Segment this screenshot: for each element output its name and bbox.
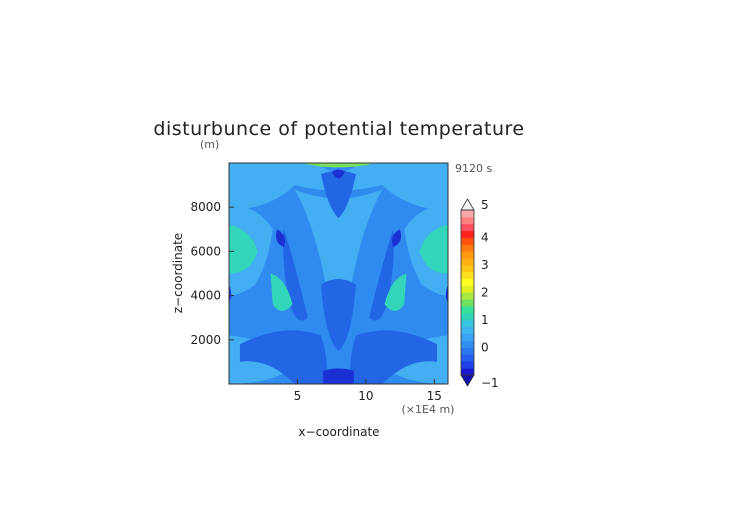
y-tick-label: 2000 [190, 333, 221, 347]
colorbar: −1 0 1 2 3 4 5 [460, 198, 499, 390]
y-tick-label: 4000 [190, 289, 221, 303]
colorbar-tick-label: 1 [481, 313, 489, 327]
colorbar-band [461, 216, 474, 225]
colorbar-frame [460, 209, 475, 376]
y-axis: 2000 4000 6000 8000 [190, 200, 234, 347]
contour-region-3 [294, 189, 383, 307]
colorbar-tick-label: 3 [481, 258, 489, 272]
colorbar-band [461, 292, 474, 300]
contour-region-19 [445, 284, 448, 303]
contour-region-16 [275, 229, 286, 247]
contour-region-14 [270, 273, 293, 312]
plot-area [229, 163, 448, 384]
colorbar-band [461, 333, 474, 341]
contour-region-22 [303, 163, 374, 168]
x-tick-label: 10 [358, 389, 373, 403]
colorbar-band [461, 230, 474, 238]
colorbar-tick-label: −1 [481, 376, 499, 390]
colorbar-band [461, 347, 474, 355]
contour-region-17 [392, 229, 402, 247]
x-tick-label: 5 [294, 389, 302, 403]
colorbar-band [461, 251, 474, 259]
colorbar-under-triangle [460, 374, 475, 387]
contour-region-6 [239, 330, 327, 384]
colorbar-band [461, 210, 474, 218]
contour-region-12 [229, 224, 258, 274]
colorbar-tick-label: 5 [481, 198, 489, 212]
chart-title: disturbunce of potential temperature [153, 118, 524, 140]
colorbar-over-triangle [460, 198, 475, 211]
colorbar-band [461, 361, 474, 369]
colorbar-band [461, 271, 474, 280]
plot-frame [228, 162, 449, 385]
unit-label: (m) [200, 138, 219, 151]
time-label: 9120 s [455, 162, 492, 175]
colorbar-band [461, 237, 474, 245]
x-axis: 5 10 15 [294, 379, 442, 403]
colorbar-band [461, 285, 474, 293]
contour-region-20 [323, 368, 354, 384]
contour-region-18 [229, 284, 232, 303]
y-tick-label: 8000 [190, 200, 221, 214]
colorbar-band [461, 326, 474, 335]
contour-region-11 [321, 170, 356, 219]
colorbar-tick-label: 0 [481, 341, 489, 355]
colorbar-band [461, 258, 474, 266]
x-scale-label: (×1E4 m) [402, 403, 455, 416]
colorbar-band [461, 278, 474, 286]
colorbar-band [461, 244, 474, 252]
contour-region-7 [350, 330, 437, 384]
colorbar-tick-label: 2 [481, 286, 489, 300]
contour-region-8 [321, 279, 356, 351]
colorbar-band [461, 320, 474, 328]
colorbar-band [461, 368, 474, 376]
colorbar-band [461, 265, 474, 273]
contour-region-13 [419, 224, 448, 274]
contour-region-21 [331, 169, 346, 179]
y-axis-label: z−coordinate [171, 233, 185, 313]
contour-region-15 [384, 273, 407, 312]
colorbar-band [461, 306, 474, 314]
colorbar-band [461, 223, 474, 231]
x-axis-label: x−coordinate [298, 425, 379, 439]
colorbar-band [461, 340, 474, 348]
x-tick-label: 15 [427, 389, 442, 403]
colorbar-band [461, 354, 474, 362]
colorbar-band [461, 299, 474, 307]
y-tick-label: 6000 [190, 244, 221, 258]
colorbar-tick-label: 4 [481, 231, 489, 245]
colorbar-band [461, 313, 474, 321]
